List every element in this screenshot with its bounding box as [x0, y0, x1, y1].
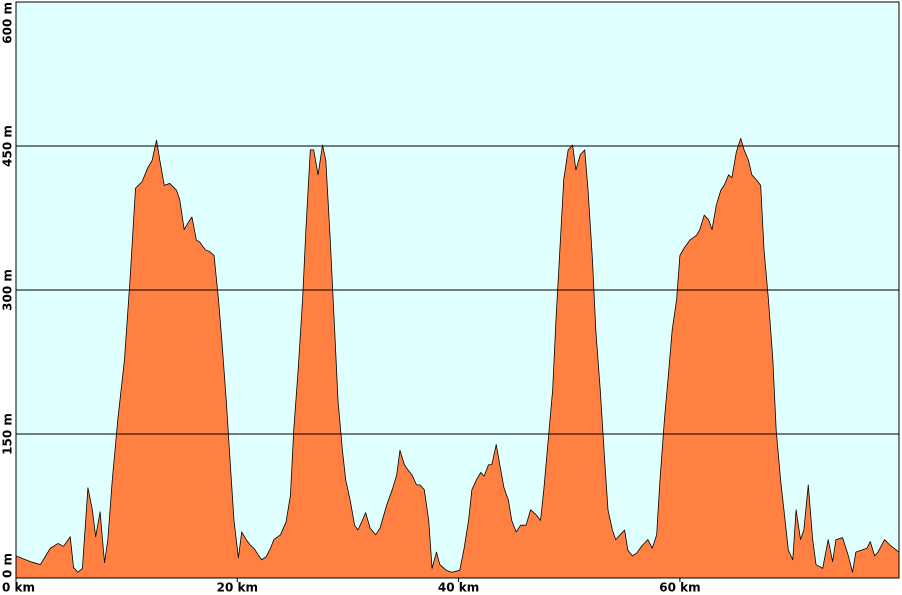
x-tick-label: 0 km	[2, 581, 35, 595]
elevation-area	[15, 137, 900, 579]
x-tick-label: 40 km	[438, 581, 479, 595]
x-tick-label: 60 km	[659, 581, 700, 595]
y-tick-label: 0 m	[1, 553, 15, 578]
y-tick-label: 300 m	[1, 269, 15, 311]
y-tick-label: 450 m	[1, 125, 15, 167]
x-tick-label: 20 km	[217, 581, 258, 595]
plot-border	[15, 1, 900, 579]
y-tick-label: 150 m	[1, 413, 15, 455]
y-tick-label: 600 m	[1, 2, 15, 44]
